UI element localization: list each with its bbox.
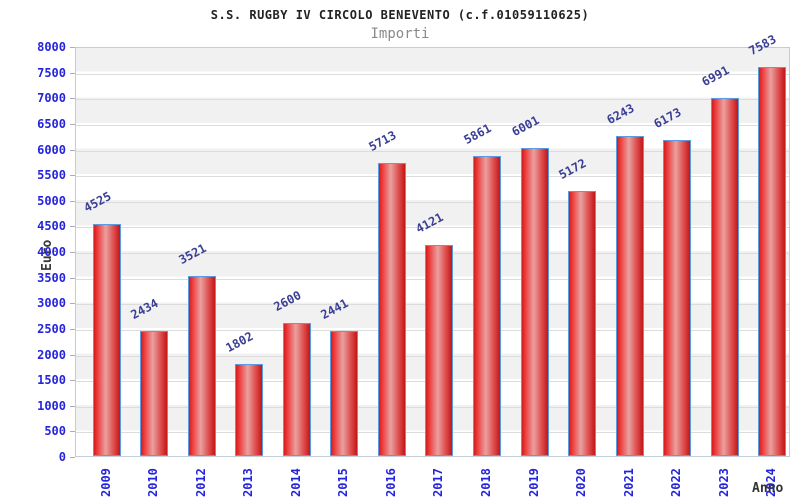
y-tick-label: 4000 xyxy=(37,245,66,259)
gridline xyxy=(76,201,789,203)
bar-2009 xyxy=(92,224,121,456)
y-tick-label: 2500 xyxy=(37,321,66,336)
bar-value-label: 4121 xyxy=(413,209,447,236)
bar-value-label: 1802 xyxy=(223,328,256,355)
x-tick-label: 2016 xyxy=(383,468,398,497)
x-tick-label: 2022 xyxy=(669,468,684,497)
bar-value-label: 2434 xyxy=(128,296,161,323)
x-tick-label: 2020 xyxy=(574,468,589,497)
x-tick-label: 2019 xyxy=(526,468,541,497)
x-tick-label: 2015 xyxy=(336,468,351,497)
y-tick-mark xyxy=(70,252,75,253)
bar-2014 xyxy=(282,322,311,456)
y-tick-label: 7500 xyxy=(37,65,66,80)
x-tick-label: 2010 xyxy=(146,468,161,497)
y-tick-label: 8000 xyxy=(37,40,66,54)
y-tick-mark xyxy=(70,72,75,74)
y-tick-label: 5500 xyxy=(37,168,66,183)
gridline xyxy=(76,124,789,126)
y-tick-mark xyxy=(70,175,75,177)
y-tick-label: 6500 xyxy=(37,116,66,131)
bar-value-label: 6991 xyxy=(699,62,732,89)
x-tick-label: 2014 xyxy=(288,468,303,497)
y-tick-label: 3000 xyxy=(37,296,66,311)
y-tick-mark xyxy=(70,405,75,407)
bar-2023 xyxy=(710,97,739,456)
bar-2018 xyxy=(473,155,502,456)
y-tick-mark xyxy=(70,226,75,228)
y-tick-mark xyxy=(70,328,75,330)
plot-area: 4525 2434 3521 1802 2600 2441 5713 4121 5861 6001… xyxy=(75,32,790,457)
y-tick-label: 500 xyxy=(44,424,66,439)
bar-value-label: 2441 xyxy=(318,295,351,322)
bar-2012 xyxy=(187,275,216,456)
y-tick-mark xyxy=(70,123,75,125)
y-tick-mark xyxy=(70,277,75,279)
y-tick-mark xyxy=(70,47,75,48)
bar-2019 xyxy=(520,148,549,456)
bar-value-label: 2600 xyxy=(271,287,304,314)
bar-2022 xyxy=(663,139,692,456)
y-tick-label: 1000 xyxy=(37,398,66,413)
x-tick-label: 2013 xyxy=(241,468,256,497)
y-tick-label: 0 xyxy=(58,450,66,464)
bar-2013 xyxy=(235,363,264,456)
bar-value-label: 3521 xyxy=(176,240,209,267)
gridline xyxy=(76,99,789,101)
gridline xyxy=(76,176,789,178)
bar-2016 xyxy=(377,163,406,456)
chart-title: S.S. RUGBY IV CIRCOLO BENEVENTO (c.f.010… xyxy=(210,8,590,22)
y-tick-label: 1500 xyxy=(37,373,66,388)
y-tick-label: 4500 xyxy=(37,219,66,234)
x-tick-label: 2009 xyxy=(98,468,113,497)
y-tick-mark xyxy=(70,98,75,100)
x-tick-label: 2023 xyxy=(716,468,731,497)
x-axis-label: Anno xyxy=(752,481,784,496)
y-tick-mark xyxy=(70,380,75,382)
bar-value-label: 6173 xyxy=(651,104,684,131)
x-tick-label: 2017 xyxy=(431,468,446,497)
x-tick-label: 2021 xyxy=(621,468,636,497)
y-tick-label: 2000 xyxy=(37,347,66,362)
y-tick-mark xyxy=(70,431,75,433)
y-tick-mark xyxy=(70,149,75,151)
y-tick-mark xyxy=(70,457,75,458)
bar-value-label: 5172 xyxy=(556,156,589,182)
y-tick-mark xyxy=(70,303,75,305)
gridline xyxy=(76,150,789,152)
gridline xyxy=(76,227,789,229)
y-tick-label: 6000 xyxy=(37,142,66,157)
bar-2017 xyxy=(425,244,454,456)
y-tick-label: 3500 xyxy=(37,270,66,285)
chart-subtitle: Importi xyxy=(370,26,430,42)
gridline xyxy=(76,73,789,75)
bar-2020 xyxy=(568,190,597,456)
y-tick-label: 5000 xyxy=(37,193,66,208)
y-tick-mark xyxy=(70,200,75,202)
x-tick-label: 2012 xyxy=(193,468,208,497)
x-tick-label: 2018 xyxy=(479,468,494,497)
y-tick-mark xyxy=(70,354,75,356)
bar-2015 xyxy=(330,330,359,456)
bar-2021 xyxy=(615,136,644,456)
bar-value-label: 6243 xyxy=(604,101,637,128)
bar-value-label: 4525 xyxy=(80,189,114,216)
bar-2010 xyxy=(140,331,169,456)
bar-value-label: 6001 xyxy=(509,113,542,140)
bar-2024 xyxy=(758,67,787,456)
y-tick-label: 7000 xyxy=(37,91,66,106)
